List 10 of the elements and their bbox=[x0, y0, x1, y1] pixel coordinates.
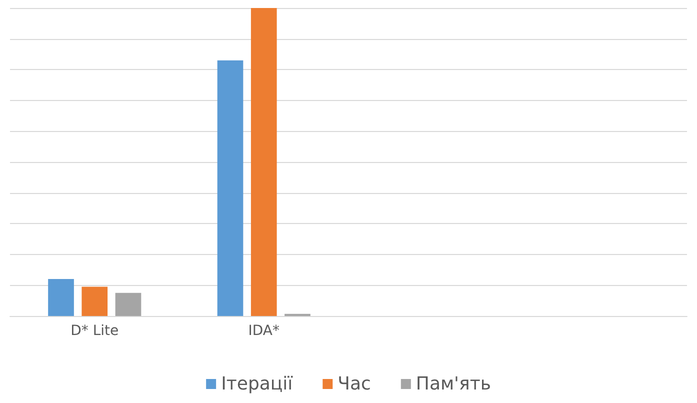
bar bbox=[250, 8, 277, 316]
bar bbox=[115, 292, 142, 316]
legend-label: Час bbox=[338, 374, 371, 394]
bar bbox=[48, 279, 74, 316]
legend-label: Ітерації bbox=[221, 374, 294, 394]
bar bbox=[82, 286, 108, 316]
bar bbox=[217, 60, 244, 316]
legend-label: Пам'ять bbox=[416, 374, 491, 394]
x-tick-label: IDA* bbox=[248, 323, 280, 339]
x-tick-label: D* Lite bbox=[70, 323, 119, 339]
